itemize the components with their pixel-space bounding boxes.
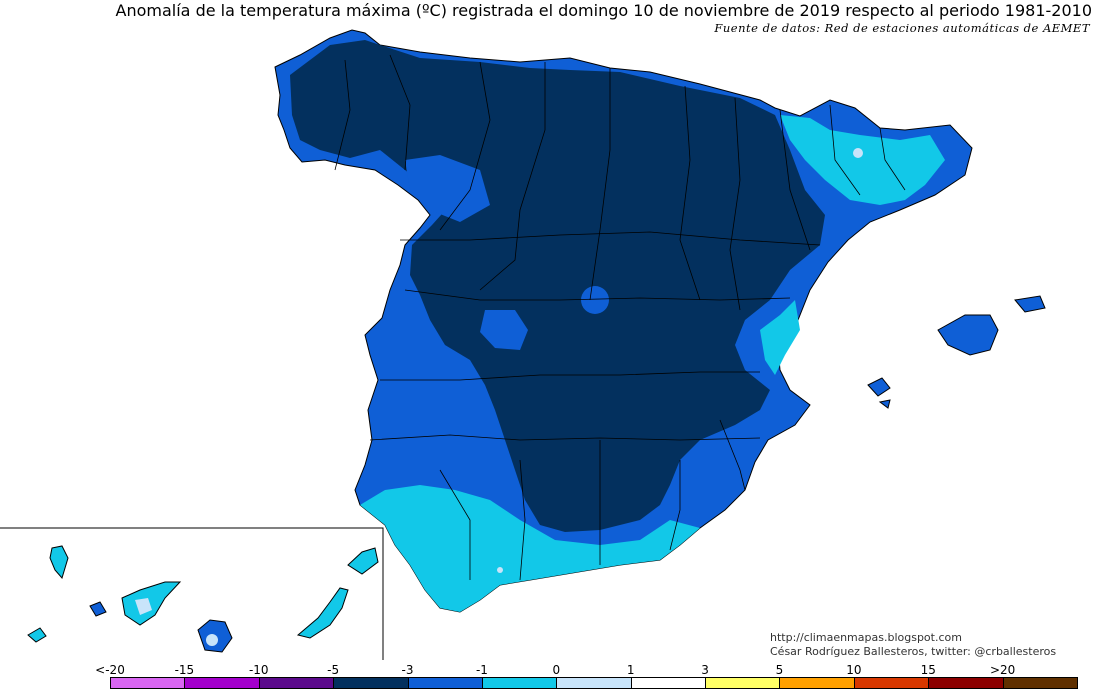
west-blue-patch [480,310,528,350]
light-spot-andalucia [497,567,503,573]
northeast-cyan [780,115,945,205]
legend-tick-label: 1 [626,663,635,677]
legend-tick-label: -10 [248,663,269,677]
tenerife [121,581,182,626]
legend-color-swatch [184,677,260,689]
legend-color-swatch [481,677,558,689]
lanzarote [347,547,379,575]
menorca [1014,295,1046,313]
mallorca [937,314,999,356]
legend-tick-label: -15 [174,663,195,677]
legend-tick-label: 0 [552,663,561,677]
valencia-cyan [760,300,800,375]
province-borders [334,54,906,581]
legend-color-swatch [630,677,707,689]
map-title: Anomalía de la temperatura máxima (ºC) r… [115,1,1092,20]
legend-tick-label: -1 [475,663,488,677]
formentera [878,399,891,409]
white-spot-catalonia [853,148,863,158]
legend-color-swatch [258,677,335,689]
legend-color-swatch [407,677,483,689]
legend-color-swatch [853,677,930,689]
credit-author: César Rodríguez Ballesteros, twitter: @c… [770,645,1057,658]
legend-tick-label: 15 [920,663,936,677]
legend-tick-label: 3 [701,663,709,677]
la-gomera [89,601,107,617]
legend-tick-label: <-20 [95,663,125,677]
legend-tick-label: -5 [327,663,340,677]
canary-inset-frame [0,527,384,660]
legend-tick-label: 5 [775,663,784,677]
ibiza [867,377,891,397]
legend-color-swatch [110,677,186,689]
southern-coast-cyan [360,485,700,612]
la-palma [49,545,69,580]
northwest-blue [405,155,490,222]
credit-block: http://climaenmapas.blogspot.com César R… [770,631,1056,659]
legend-color-swatch [333,677,409,689]
data-source: Fuente de datos: Red de estaciones autom… [714,21,1090,35]
legend-color-swatch [556,677,632,689]
tenerife-peak [135,598,152,615]
legend-tick-label: >20 [989,663,1016,677]
madrid-blue-spot [581,286,609,314]
fuerteventura [296,587,349,639]
legend-tick-label: -3 [401,663,414,677]
legend-color-swatch [705,677,781,689]
gran-canaria-light [206,634,218,646]
credit-url[interactable]: http://climaenmapas.blogspot.com [770,631,962,644]
legend-color-swatch [1002,677,1078,689]
legend-color-swatch [779,677,855,689]
el-hierro [27,627,47,643]
legend-tick-label: 10 [846,663,862,677]
legend-color-swatch [928,677,1004,689]
